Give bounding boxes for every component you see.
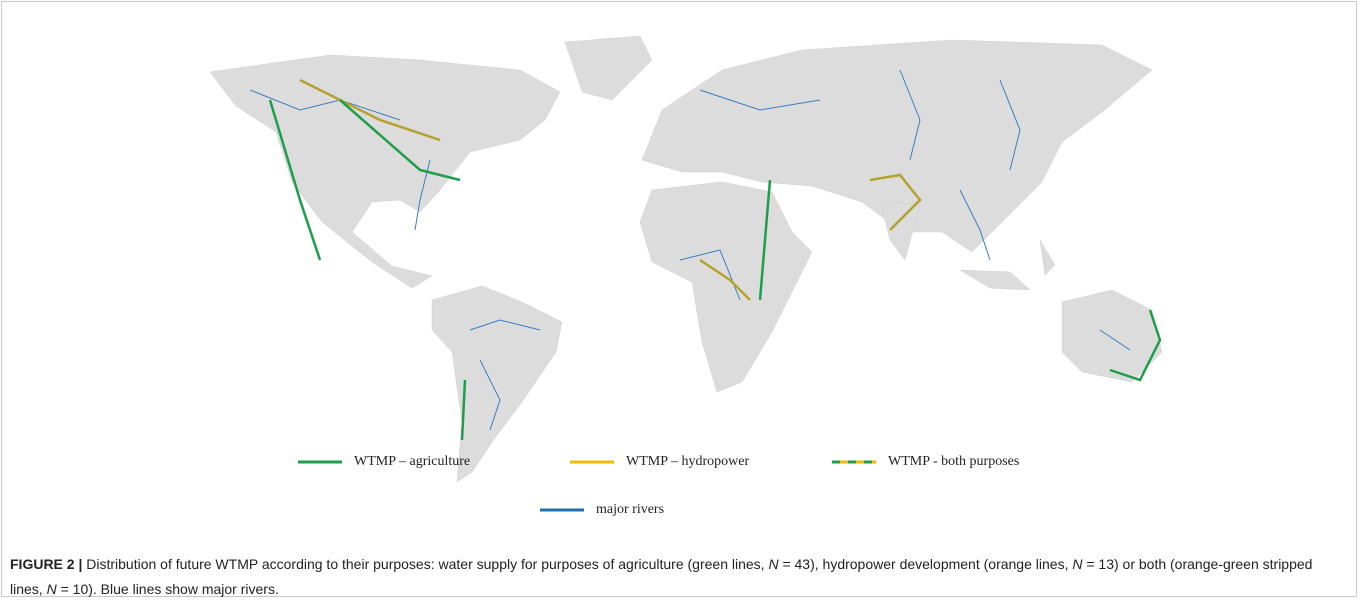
legend-label: WTMP - both purposes: [888, 454, 1019, 469]
legend-label: WTMP – hydropower: [626, 454, 749, 469]
land: [209, 35, 1163, 483]
caption-label: FIGURE 2 |: [10, 556, 83, 572]
caption-text: N: [46, 581, 57, 597]
wtmp-lines: [268, 78, 1162, 441]
caption-text: N: [768, 556, 779, 572]
caption-text: Distribution of future WTMP according to…: [82, 556, 769, 572]
caption: FIGURE 2 | Distribution of future WTMP a…: [10, 552, 1345, 602]
caption-text: N: [1072, 556, 1083, 572]
caption-text: = 43), hydropower development (orange li…: [778, 556, 1073, 572]
legend: WTMP – agriculture WTMP – hydropower WTMP …: [298, 454, 1019, 517]
legend-label: major rivers: [596, 502, 664, 517]
caption-text: = 13) or both (orange-green stripped lin…: [10, 556, 1313, 597]
caption-text: = 10). Blue lines show major rivers.: [56, 581, 279, 597]
legend-label: WTMP – agriculture: [354, 454, 470, 469]
